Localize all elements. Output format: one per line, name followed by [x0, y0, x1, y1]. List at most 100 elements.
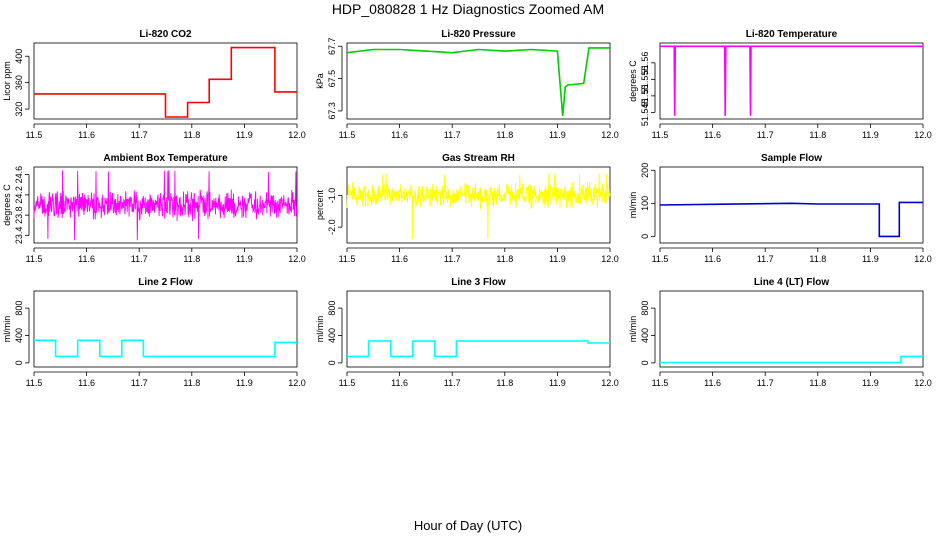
y-tick-label: 800: [14, 301, 24, 316]
y-tick-label: 0: [640, 360, 650, 365]
y-tick-label: 51.545: [640, 99, 650, 127]
x-tick-label: 11.7: [131, 254, 148, 264]
panel-title: Line 3 Flow: [451, 277, 506, 288]
series-line: [346, 173, 611, 240]
x-tick-label: 11.7: [444, 130, 461, 140]
y-tick-label: 0: [640, 234, 650, 239]
x-tick-label: 11.7: [757, 254, 774, 264]
series-line: [346, 47, 610, 116]
plot-frame: [659, 290, 924, 368]
x-tick-label: 11.5: [339, 378, 356, 388]
x-tick-label: 11.7: [444, 254, 461, 264]
x-tick-label: 11.7: [131, 378, 148, 388]
y-tick-label: 400: [640, 328, 650, 343]
y-tick-label: 67.3: [327, 102, 337, 120]
y-axis-label: ml/min: [628, 192, 638, 219]
x-tick-label: 12.0: [914, 130, 932, 140]
plot-frame: [659, 42, 924, 120]
x-tick-label: 12.0: [601, 254, 619, 264]
y-tick-label: 0: [327, 360, 337, 365]
panel-title: Sample Flow: [761, 153, 822, 164]
x-axis-caption: Hour of Day (UTC): [413, 518, 523, 533]
x-tick-label: 11.8: [809, 378, 826, 388]
y-tick-label: -1.0: [327, 188, 337, 204]
series-line: [660, 45, 923, 116]
panel-title: Li-820 CO2: [139, 29, 192, 40]
x-tick-label: 11.6: [704, 130, 721, 140]
y-tick-label: 0: [14, 360, 24, 365]
y-tick-label: 24.2: [14, 186, 24, 204]
x-tick-label: 11.9: [549, 130, 566, 140]
x-tick-label: 12.0: [601, 378, 619, 388]
panel-title: Line 2 Flow: [138, 277, 193, 288]
x-tick-label: 11.6: [78, 254, 95, 264]
series-line: [659, 201, 923, 238]
x-tick-label: 11.5: [26, 130, 43, 140]
series-line: [33, 170, 298, 241]
panel-1: Li-820 CO2 11.5 11.6 11.7 11.8 11.9 12.0 320 360…: [2, 29, 306, 140]
panel-9: Line 4 (LT) Flow 11.5 11.6 11.7 11.8 11.9 12.0…: [628, 277, 932, 388]
y-axis-label: degrees C: [628, 60, 638, 102]
panel-2: Li-820 Pressure 11.5 11.6 11.7 11.8 11.9 12.0 6…: [315, 29, 619, 140]
panel-4: Ambient Box Temperature 11.5 11.6 11.7 11.8 1…: [2, 153, 306, 264]
panel-7: Line 2 Flow 11.5 11.6 11.7 11.8 11.9 12.0 0 400 8…: [2, 277, 306, 388]
x-tick-label: 11.6: [78, 378, 95, 388]
x-tick-label: 11.9: [549, 254, 566, 264]
x-tick-label: 11.9: [236, 254, 253, 264]
series-line: [34, 339, 297, 358]
x-tick-label: 12.0: [601, 130, 619, 140]
x-tick-label: 11.5: [652, 378, 669, 388]
y-tick-label: 800: [640, 301, 650, 316]
x-tick-label: 11.5: [26, 378, 43, 388]
x-tick-label: 11.8: [809, 130, 826, 140]
y-tick-label: 100: [640, 196, 650, 211]
y-tick-label: 400: [327, 328, 337, 343]
x-tick-label: 11.5: [652, 130, 669, 140]
series-line: [660, 355, 923, 364]
x-tick-label: 11.5: [339, 130, 356, 140]
x-tick-label: 11.9: [236, 130, 253, 140]
plot-frame: [346, 290, 611, 368]
x-tick-label: 11.8: [496, 130, 513, 140]
x-tick-label: 11.5: [26, 254, 43, 264]
x-tick-label: 11.7: [444, 378, 461, 388]
y-tick-label: 51.56: [640, 52, 650, 75]
y-tick-label: 360: [14, 75, 24, 90]
panel-title: Ambient Box Temperature: [103, 153, 228, 164]
x-tick-label: 12.0: [914, 254, 932, 264]
panel-title: Li-820 Pressure: [441, 29, 516, 40]
x-tick-label: 11.6: [391, 130, 408, 140]
y-tick-label: 320: [14, 102, 24, 117]
panel-5: Gas Stream RH 11.5 11.6 11.7 11.8 11.9 12.0 -2.…: [315, 153, 619, 264]
y-tick-label: 24.6: [14, 166, 24, 184]
x-tick-label: 11.9: [862, 130, 879, 140]
y-axis-label: ml/min: [628, 316, 638, 343]
x-tick-label: 11.5: [652, 254, 669, 264]
plot-frame: [33, 42, 298, 120]
x-tick-label: 11.5: [339, 254, 356, 264]
y-tick-label: 200: [640, 163, 650, 178]
y-axis-label: ml/min: [315, 316, 325, 343]
y-tick-label: 51.555: [640, 66, 650, 94]
page-title: HDP_080828 1 Hz Diagnostics Zoomed AM: [331, 1, 605, 17]
x-tick-label: 11.7: [757, 378, 774, 388]
y-tick-label: 67.5: [327, 70, 337, 88]
x-tick-label: 11.9: [236, 378, 253, 388]
series-line: [34, 46, 297, 118]
x-tick-label: 11.6: [391, 254, 408, 264]
panel-3: Li-820 Temperature 11.5 11.6 11.7 11.8 11.9 12…: [628, 29, 932, 140]
x-tick-label: 11.6: [391, 378, 408, 388]
panel-8: Line 3 Flow 11.5 11.6 11.7 11.8 11.9 12.0 0 400 8…: [315, 277, 619, 388]
y-tick-label: 400: [14, 49, 24, 64]
y-axis-label: Licor ppm: [2, 61, 12, 101]
panel-title: Line 4 (LT) Flow: [754, 277, 830, 288]
x-tick-label: 11.8: [183, 130, 200, 140]
panel-6: Sample Flow 11.5 11.6 11.7 11.8 11.9 12.0 0 100 2…: [628, 153, 932, 264]
y-tick-label: 67.7: [327, 37, 337, 55]
y-tick-label: 23.8: [14, 206, 24, 224]
x-tick-label: 11.8: [496, 254, 513, 264]
plot-frame: [346, 42, 611, 120]
x-tick-label: 11.8: [809, 254, 826, 264]
x-tick-label: 11.7: [131, 130, 148, 140]
